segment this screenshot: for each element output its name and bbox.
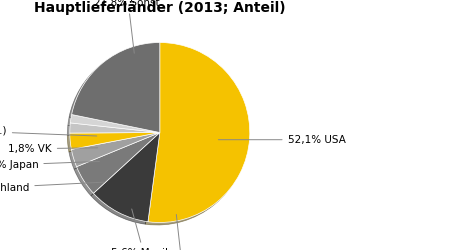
Wedge shape bbox=[94, 132, 160, 222]
Text: 21,8% Sonst.: 21,8% Sonst. bbox=[94, 0, 163, 53]
Wedge shape bbox=[71, 132, 160, 167]
Text: 11,1% China (VR): 11,1% China (VR) bbox=[136, 214, 228, 250]
Wedge shape bbox=[70, 114, 160, 132]
Text: 1,8% VK: 1,8% VK bbox=[8, 144, 98, 154]
Wedge shape bbox=[70, 132, 160, 149]
Wedge shape bbox=[71, 42, 160, 132]
Text: 5,6% Mexiko: 5,6% Mexiko bbox=[110, 209, 177, 250]
Wedge shape bbox=[77, 132, 160, 193]
Text: 52,1% USA: 52,1% USA bbox=[219, 135, 345, 145]
Wedge shape bbox=[70, 123, 160, 133]
Title: Hauptlieferländer (2013; Anteil): Hauptlieferländer (2013; Anteil) bbox=[34, 1, 286, 15]
Text: 3,2% Deutschland: 3,2% Deutschland bbox=[0, 182, 104, 193]
Text: 2,9% Japan: 2,9% Japan bbox=[0, 160, 100, 170]
Text: 1,5% Korea (Rep.): 1,5% Korea (Rep.) bbox=[0, 126, 97, 136]
Wedge shape bbox=[148, 42, 250, 222]
